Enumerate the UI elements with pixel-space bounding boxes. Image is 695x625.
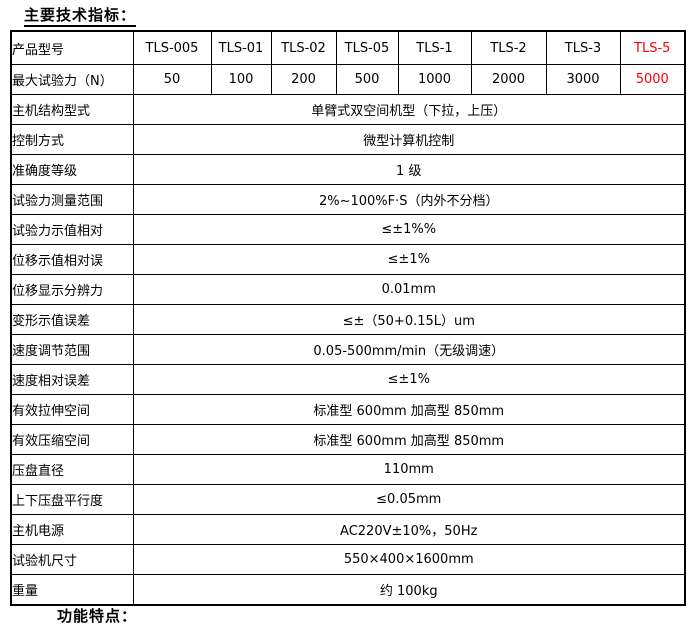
page-title-text: 主要技术指标：	[24, 6, 137, 27]
row-value: 标准型 600mm 加高型 850mm	[132, 394, 686, 425]
model-cell: TLS-005	[132, 30, 212, 65]
table-row-max-force: 最大试验力（N） 50 100 200 500 1000 2000 3000 5…	[10, 64, 686, 95]
row-label: 准确度等级	[10, 154, 134, 185]
model-cell-highlighted: TLS-5	[619, 30, 686, 65]
row-label: 位移显示分辨力	[10, 274, 134, 305]
table-row-power-supply: 主机电源 AC220V±10%，50Hz	[10, 514, 686, 545]
row-value: AC220V±10%，50Hz	[132, 514, 686, 545]
row-label: 主机结构型式	[10, 94, 134, 125]
model-cell: TLS-3	[545, 30, 621, 65]
table-row-platen-parallelism: 上下压盘平行度 ≤0.05mm	[10, 484, 686, 515]
row-value: 1 级	[132, 154, 686, 185]
force-cell: 100	[210, 64, 272, 95]
row-label: 速度调节范围	[10, 334, 134, 365]
row-label: 试验机尺寸	[10, 544, 134, 575]
row-value: 0.01mm	[132, 274, 686, 305]
force-cell: 1000	[397, 64, 472, 95]
row-value: 110mm	[132, 454, 686, 485]
table-row-tension-space: 有效拉伸空间 标准型 600mm 加高型 850mm	[10, 394, 686, 425]
table-row-speed-error: 速度相对误差 ≤±1%	[10, 364, 686, 395]
page-title: 主要技术指标：	[24, 5, 695, 27]
row-label: 主机电源	[10, 514, 134, 545]
row-label: 试验力示值相对	[10, 214, 134, 245]
model-cell: TLS-02	[270, 30, 337, 65]
row-label: 最大试验力（N）	[10, 64, 134, 95]
force-cell: 2000	[470, 64, 547, 95]
row-value: 标准型 600mm 加高型 850mm	[132, 424, 686, 455]
row-label: 有效压缩空间	[10, 424, 134, 455]
model-cell: TLS-1	[397, 30, 472, 65]
next-section-heading-partial: 功能特点：	[57, 607, 138, 625]
spec-table: 产品型号 TLS-005 TLS-01 TLS-02 TLS-05 TLS-1 …	[10, 30, 686, 606]
table-row-control: 控制方式 微型计算机控制	[10, 124, 686, 155]
row-value: 2%~100%F·S（内外不分档）	[132, 184, 686, 215]
table-row-platen-diameter: 压盘直径 110mm	[10, 454, 686, 485]
row-label: 位移示值相对误	[10, 244, 134, 275]
table-row-displacement-error: 位移示值相对误 ≤±1%	[10, 244, 686, 275]
force-cell: 500	[335, 64, 399, 95]
row-value: ≤±1%%	[132, 214, 686, 245]
force-cell: 200	[270, 64, 337, 95]
table-row-weight: 重量 约 100kg	[10, 574, 686, 606]
row-value: ≤±1%	[132, 364, 686, 395]
row-value: 约 100kg	[132, 574, 686, 606]
row-label: 产品型号	[10, 30, 134, 65]
table-row-speed-range: 速度调节范围 0.05-500mm/min（无级调速）	[10, 334, 686, 365]
force-cell: 50	[132, 64, 212, 95]
row-value: 单臂式双空间机型（下拉，上压）	[132, 94, 686, 125]
row-label: 变形示值误差	[10, 304, 134, 335]
table-row-force-error: 试验力示值相对 ≤±1%%	[10, 214, 686, 245]
row-value: 0.05-500mm/min（无级调速）	[132, 334, 686, 365]
table-row-structure: 主机结构型式 单臂式双空间机型（下拉，上压）	[10, 94, 686, 125]
row-value: 微型计算机控制	[132, 124, 686, 155]
model-cell: TLS-2	[470, 30, 547, 65]
row-label: 试验力测量范围	[10, 184, 134, 215]
table-row-force-range: 试验力测量范围 2%~100%F·S（内外不分档）	[10, 184, 686, 215]
row-value: ≤0.05mm	[132, 484, 686, 515]
table-row-displacement-resolution: 位移显示分辨力 0.01mm	[10, 274, 686, 305]
row-label: 有效拉伸空间	[10, 394, 134, 425]
table-row-machine-size: 试验机尺寸 550×400×1600mm	[10, 544, 686, 575]
row-value: 550×400×1600mm	[132, 544, 686, 575]
force-cell-highlighted: 5000	[619, 64, 686, 95]
table-row-accuracy: 准确度等级 1 级	[10, 154, 686, 185]
row-label: 上下压盘平行度	[10, 484, 134, 515]
table-row-product-model: 产品型号 TLS-005 TLS-01 TLS-02 TLS-05 TLS-1 …	[10, 30, 686, 65]
row-label: 重量	[10, 574, 134, 606]
row-label: 速度相对误差	[10, 364, 134, 395]
row-label: 压盘直径	[10, 454, 134, 485]
force-cell: 3000	[545, 64, 621, 95]
table-row-deformation-error: 变形示值误差 ≤±（50+0.15L）um	[10, 304, 686, 335]
table-row-compression-space: 有效压缩空间 标准型 600mm 加高型 850mm	[10, 424, 686, 455]
model-cell: TLS-01	[210, 30, 272, 65]
row-value: ≤±1%	[132, 244, 686, 275]
row-value: ≤±（50+0.15L）um	[132, 304, 686, 335]
row-label: 控制方式	[10, 124, 134, 155]
model-cell: TLS-05	[335, 30, 399, 65]
